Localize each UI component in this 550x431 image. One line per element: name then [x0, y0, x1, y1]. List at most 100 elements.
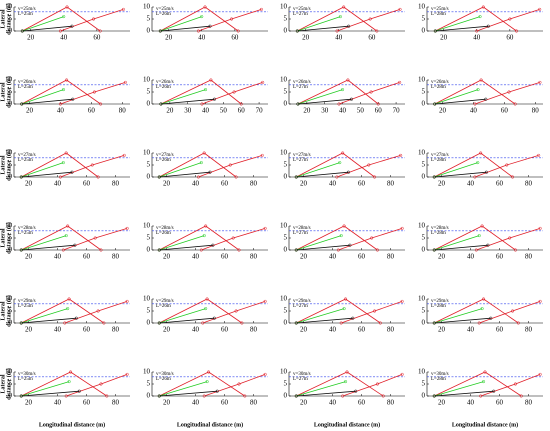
x-tick-label: 80 — [525, 399, 533, 407]
y-tick-label: 0 — [422, 27, 426, 35]
trajectory — [21, 89, 64, 105]
trajectory — [435, 16, 481, 32]
x-tick-label: 60 — [83, 253, 91, 261]
y-tick-label: 5 — [9, 234, 13, 242]
trajectory — [476, 228, 541, 251]
trajectory — [296, 317, 353, 324]
trajectory-point — [492, 389, 496, 393]
annotation: L=28m — [431, 304, 446, 309]
trajectory — [434, 79, 516, 105]
x-tick-label: 80 — [387, 399, 395, 407]
trajectory-point — [538, 372, 542, 376]
trajectory-point — [200, 15, 204, 19]
x-tick-label: 40 — [470, 107, 478, 115]
trajectory-point — [537, 153, 541, 157]
trajectory — [434, 89, 479, 105]
x-tick-label: 60 — [358, 399, 366, 407]
trajectory-point — [432, 321, 436, 325]
trajectory-point — [368, 17, 372, 21]
x-tick-label: 40 — [339, 107, 347, 115]
y-tick-label: 0 — [284, 246, 288, 254]
x-tick-label: 60 — [83, 326, 91, 334]
annotation: L=25m — [18, 304, 33, 309]
x-tick-label: 40 — [467, 253, 475, 261]
x-tick-label: 60 — [83, 399, 91, 407]
trajectory-point — [354, 389, 358, 393]
trajectory-point — [63, 321, 67, 325]
trajectory — [159, 225, 240, 251]
trajectory-point — [370, 236, 374, 240]
trajectory — [435, 6, 517, 32]
trajectory-point — [61, 161, 65, 165]
y-tick-label: 0 — [147, 392, 151, 400]
trajectory — [434, 244, 488, 251]
y-tick-label: 0 — [9, 173, 13, 181]
trajectory-point — [228, 163, 232, 167]
y-tick-label: 5 — [422, 307, 426, 315]
trajectory-point — [263, 299, 267, 303]
trajectory-point — [336, 248, 340, 252]
trajectory-point — [399, 153, 403, 157]
trajectory-point — [489, 316, 493, 320]
x-tick-label: 20 — [300, 253, 308, 261]
trajectory-point — [65, 78, 69, 82]
trajectory — [60, 82, 126, 105]
x-tick-label: 60 — [368, 34, 376, 42]
x-tick-label: 70 — [256, 107, 264, 115]
y-tick-label: 10 — [418, 3, 426, 11]
trajectory-point — [339, 321, 343, 325]
x-tick-label: 80 — [532, 107, 540, 115]
x-tick-label: 70 — [393, 107, 401, 115]
y-tick-label: 5 — [147, 15, 151, 23]
x-tick-label: 40 — [473, 34, 481, 42]
y-tick-label: 5 — [147, 380, 151, 388]
trajectory-point — [341, 394, 345, 398]
trajectory-point — [474, 248, 478, 252]
x-tick-label: 80 — [250, 326, 258, 334]
annotation: v=26m/s — [293, 80, 311, 85]
y-tick-label: 10 — [5, 3, 13, 11]
annotation: v=27m/s — [156, 153, 174, 158]
x-tick-label: 40 — [192, 253, 200, 261]
trajectory-point — [373, 175, 377, 179]
trajectory-point — [432, 394, 436, 398]
trajectory-point — [204, 224, 208, 228]
trajectory-point — [484, 97, 488, 101]
y-tick-label: 10 — [143, 76, 151, 84]
trajectory-point — [475, 29, 479, 33]
x-tick-label: 60 — [358, 326, 366, 334]
trajectory-point — [229, 17, 234, 21]
x-tick-label: 60 — [496, 399, 504, 407]
trajectory-point — [61, 88, 66, 92]
trajectory — [296, 244, 350, 251]
trajectory-point — [476, 88, 480, 92]
trajectory — [297, 98, 352, 105]
trajectory-point — [69, 370, 73, 374]
y-tick-label: 5 — [9, 161, 13, 169]
trajectory-point — [519, 394, 523, 398]
trajectory — [296, 171, 349, 178]
trajectory-point — [337, 102, 341, 106]
y-tick-label: 5 — [422, 161, 426, 169]
y-tick-label: 10 — [418, 76, 426, 84]
trajectory-point — [99, 248, 103, 252]
y-tick-label: 0 — [147, 100, 151, 108]
annotation: v=29m/s — [156, 299, 174, 304]
trajectory-point — [373, 309, 377, 313]
annotation: L=26m — [156, 231, 171, 236]
trajectory-point — [212, 97, 217, 101]
trajectory-point — [105, 394, 109, 398]
y-axis-label: Lateral — [0, 228, 6, 247]
trajectory-point — [482, 380, 486, 384]
x-tick-label: 80 — [250, 253, 258, 261]
trajectory-point — [215, 389, 219, 393]
y-tick-label: 10 — [5, 149, 13, 157]
trajectory — [435, 25, 489, 32]
trajectory — [480, 374, 541, 397]
x-tick-label: 60 — [88, 107, 96, 115]
trajectory — [21, 371, 108, 397]
trajectory — [66, 374, 128, 397]
x-tick-label: 80 — [112, 326, 120, 334]
trajectory-point — [511, 309, 515, 313]
annotation: v=27m/s — [431, 153, 449, 158]
